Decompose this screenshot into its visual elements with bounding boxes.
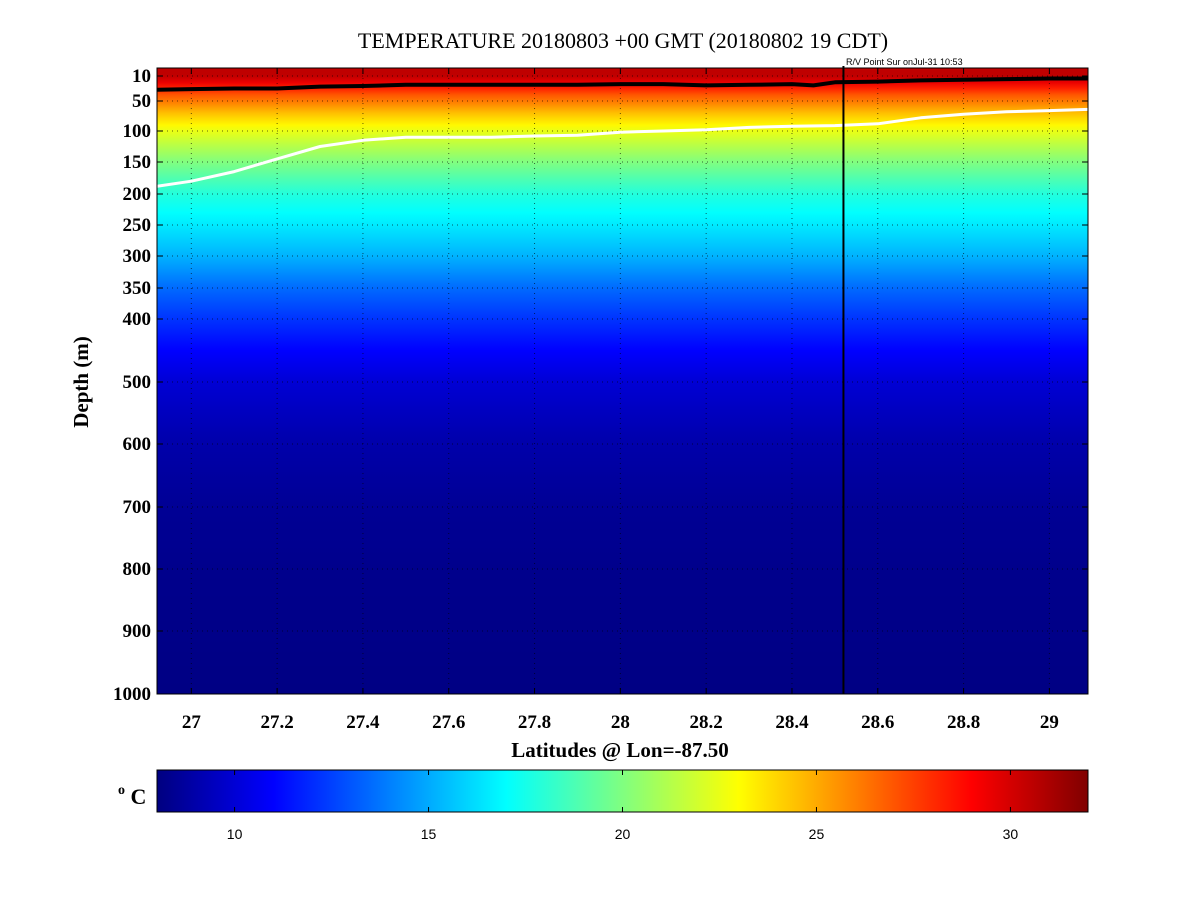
y-tick-label: 700	[123, 497, 152, 518]
grid-lines	[157, 68, 1088, 694]
colorbar-unit-degree: o	[118, 783, 125, 798]
y-tick-label: 600	[123, 434, 152, 455]
colorbar-tick-label: 25	[809, 826, 825, 842]
y-axis-ticks: 10 50 100 150 200 250 300 350 400 500 600 700 800 900…	[113, 66, 1088, 705]
chart-title: TEMPERATURE 20180803 +00 GMT (20180802 1…	[358, 28, 888, 53]
y-tick-label: 150	[123, 152, 152, 173]
colorbar-tick-label: 15	[421, 826, 437, 842]
ship-annotation: R/V Point Sur onJul-31 10:53	[846, 57, 963, 67]
y-tick-label: 800	[123, 559, 152, 580]
colorbar	[156, 769, 1089, 813]
isotherm-white-line	[157, 107, 1088, 188]
y-tick-label: 50	[132, 91, 151, 112]
heatmap-surface-band	[157, 68, 1088, 76]
x-tick-label: 29	[1040, 712, 1059, 733]
x-tick-label: 28	[611, 712, 630, 733]
heatmap-rect	[157, 68, 1088, 694]
y-tick-label: 300	[123, 246, 152, 267]
x-axis-label: Latitudes @ Lon=-87.50	[511, 738, 729, 762]
y-tick-label: 900	[123, 621, 152, 642]
x-tick-label: 28.8	[947, 712, 980, 733]
y-tick-label: 250	[123, 215, 152, 236]
colorbar-tick-label: 20	[615, 826, 631, 842]
x-tick-label: 28.2	[690, 712, 723, 733]
heatmap-field	[157, 68, 1088, 694]
y-tick-label: 350	[123, 278, 152, 299]
y-axis-label: Depth (m)	[69, 336, 93, 428]
colorbar-ticks: 10 15 20 25 30	[227, 770, 1019, 842]
x-tick-label: 27	[182, 712, 202, 733]
colorbar-tick-label: 30	[1003, 826, 1019, 842]
colorbar-unit-label: o C	[118, 774, 146, 809]
x-tick-label: 28.6	[861, 712, 894, 733]
x-tick-label: 27.4	[346, 712, 380, 733]
x-tick-label: 27.6	[432, 712, 465, 733]
plot-frame	[156, 67, 1089, 695]
y-tick-label: 200	[123, 184, 152, 205]
x-axis-ticks: 27 27.2 27.4 27.6 27.8 28 28.2 28.4 28.6 28.8 29	[182, 68, 1059, 733]
x-tick-label: 28.4	[775, 712, 809, 733]
x-tick-label: 27.2	[261, 712, 294, 733]
y-tick-label: 100	[123, 121, 152, 142]
y-tick-label: 400	[123, 309, 152, 330]
isotherm-lines	[157, 76, 1088, 188]
y-tick-label: 500	[123, 372, 152, 393]
colorbar-tick-label: 10	[227, 826, 243, 842]
y-tick-label: 10	[132, 66, 151, 87]
isotherm-black-line	[157, 76, 1088, 92]
y-tick-label: 1000	[113, 684, 151, 705]
x-tick-label: 27.8	[518, 712, 551, 733]
colorbar-unit-c: C	[131, 784, 147, 809]
